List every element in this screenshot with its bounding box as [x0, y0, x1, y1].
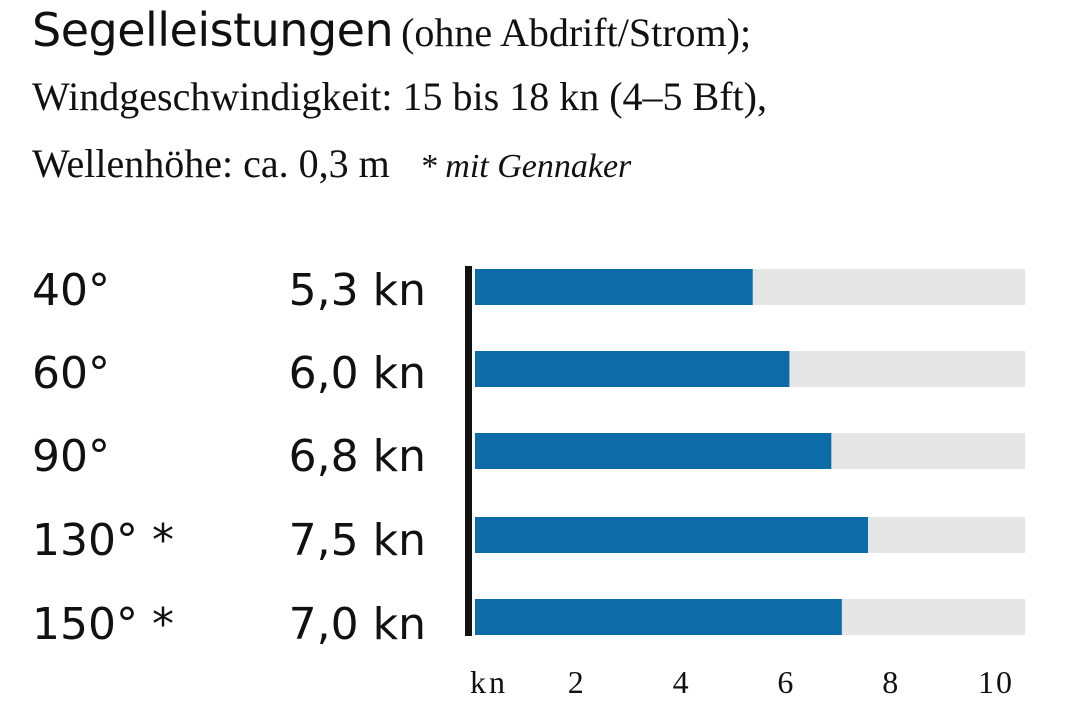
- row-angle-label: 40°: [32, 265, 110, 316]
- x-tick-label: 8: [882, 664, 900, 700]
- bar-90-deg: [475, 433, 832, 469]
- row-speed-label: 7,5 kn: [288, 515, 426, 566]
- row-angle-label: 90°: [32, 431, 110, 482]
- row-speed-label: 7,0 kn: [288, 599, 426, 650]
- wave-height-line: Wellenhöhe: ca. 0,3 m * mit Gennaker: [32, 139, 631, 192]
- x-tick-label: 6: [777, 664, 795, 700]
- x-axis-unit-label: kn: [470, 664, 508, 700]
- row-speed-label: 6,8 kn: [288, 431, 426, 482]
- row-speed-label: 5,3 kn: [288, 265, 426, 316]
- chart-title: Segelleistungen (ohne Abdrift/Strom);: [32, 0, 751, 67]
- gennaker-footnote: * mit Gennaker: [419, 148, 632, 185]
- row-angle-label: 130° *: [32, 515, 174, 566]
- wave-height-text: Wellenhöhe: ca. 0,3 m: [32, 141, 390, 186]
- row-angle-label: 150° *: [32, 599, 174, 650]
- x-tick-label: 10: [978, 664, 1014, 700]
- x-tick-label: 4: [673, 664, 691, 700]
- y-axis-line: [465, 266, 472, 636]
- bar-60-deg: [475, 351, 790, 387]
- bar-150-deg: [475, 599, 842, 635]
- row-angle-label: 60°: [32, 348, 110, 399]
- bar-40-deg: [475, 269, 753, 305]
- chart-title-main: Segelleistungen: [32, 3, 394, 57]
- chart-title-suffix: (ohne Abdrift/Strom);: [401, 10, 752, 55]
- row-speed-label: 6,0 kn: [288, 348, 426, 399]
- x-tick-label: 2: [568, 664, 586, 700]
- bar-130-deg: [475, 517, 868, 553]
- wind-speed-line: Windgeschwindigkeit: 15 bis 18 kn (4–5 B…: [32, 74, 767, 119]
